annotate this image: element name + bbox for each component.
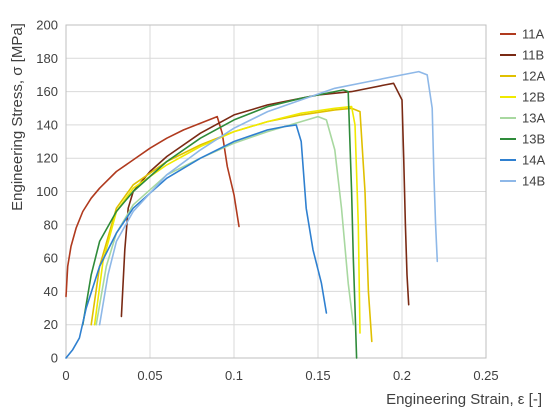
y-tick-labels: 0 20 40 60 80 100 120 140 160 180 200 — [36, 18, 58, 366]
y-tick-label: 20 — [44, 317, 58, 332]
legend: 11A 11B 12A 12B 13A 13B 14A 14B — [500, 27, 545, 189]
y-tick-label: 120 — [36, 151, 58, 166]
series-line-11a — [65, 115, 240, 298]
legend-label-14b: 14B — [522, 174, 545, 189]
legend-label-13a: 13A — [522, 111, 545, 126]
y-tick-label: 40 — [44, 284, 58, 299]
legend-label-11b: 11B — [522, 48, 544, 63]
x-tick-label: 0.25 — [473, 368, 498, 383]
y-tick-label: 140 — [36, 117, 58, 132]
x-tick-label: 0.15 — [305, 368, 330, 383]
legend-label-13b: 13B — [522, 132, 545, 147]
x-tick-labels: 0 0.05 0.1 0.15 0.2 0.25 — [62, 368, 498, 383]
x-axis-title: Engineering Strain, ε [-] — [386, 391, 542, 408]
legend-label-12a: 12A — [522, 69, 545, 84]
y-tick-label: 160 — [36, 84, 58, 99]
x-tick-label: 0.2 — [393, 368, 411, 383]
y-tick-label: 100 — [36, 184, 58, 199]
legend-label-12b: 12B — [522, 90, 545, 105]
series-line-14a — [65, 124, 328, 359]
legend-label-11a: 11A — [522, 27, 544, 42]
x-tick-label: 0.05 — [137, 368, 162, 383]
y-tick-label: 200 — [36, 18, 58, 33]
y-axis-title: Engineering Stress, σ [MPa] — [9, 23, 26, 211]
y-tick-label: 180 — [36, 51, 58, 66]
series-lines — [65, 70, 439, 359]
y-tick-label: 60 — [44, 251, 58, 266]
series-line-13b — [82, 89, 358, 359]
legend-label-14a: 14A — [522, 153, 545, 168]
y-tick-label: 0 — [51, 351, 58, 366]
x-tick-label: 0.1 — [225, 368, 243, 383]
x-tick-label: 0 — [62, 368, 69, 383]
series-line-14b — [98, 70, 439, 326]
y-tick-label: 80 — [44, 217, 58, 232]
plot-area-frame — [65, 24, 487, 359]
